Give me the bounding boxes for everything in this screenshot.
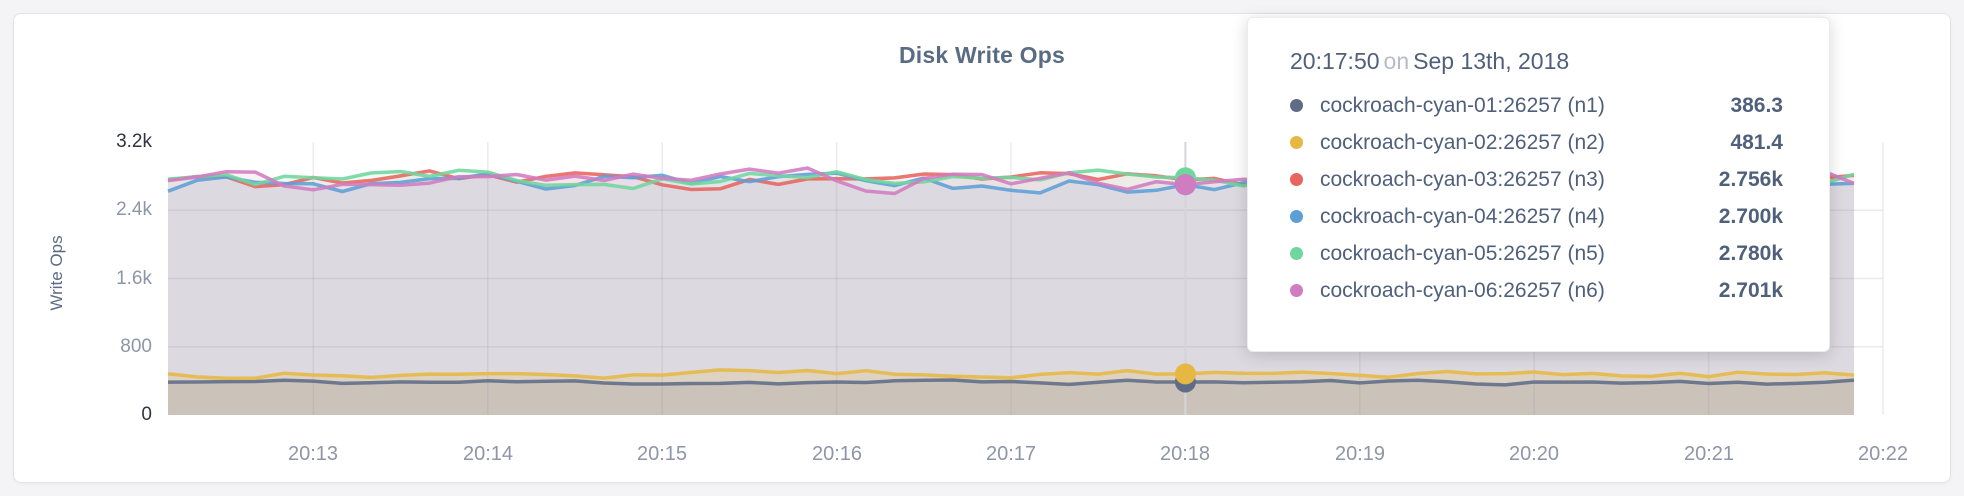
tooltip-row: cockroach-cyan-05:26257 (n5) 2.780k: [1290, 235, 1783, 272]
x-tick-label: 20:18: [1159, 443, 1211, 465]
tooltip-rows: cockroach-cyan-01:26257 (n1) 386.3 cockroa…: [1290, 87, 1783, 309]
series-color-dot-icon: [1290, 173, 1303, 186]
tooltip-row: cockroach-cyan-03:26257 (n3) 2.756k: [1290, 161, 1783, 198]
tooltip-series-value: 386.3: [1730, 93, 1783, 117]
series-area-n1: [168, 380, 1854, 415]
tooltip-row: cockroach-cyan-06:26257 (n6) 2.701k: [1290, 272, 1783, 309]
y-tick-label: 2.4k: [116, 199, 152, 220]
tooltip-time: 20:17:50: [1290, 48, 1380, 74]
series-color-dot-icon: [1290, 247, 1303, 260]
chart-title: Disk Write Ops: [899, 42, 1065, 68]
x-tick-label: 20:21: [1683, 443, 1735, 465]
tooltip-connector: on: [1383, 48, 1410, 74]
x-tick-label: 20:22: [1857, 443, 1909, 465]
series-line-n1: [167, 378, 1855, 387]
tooltip-series-value: 2.756k: [1718, 167, 1783, 191]
x-tick-label: 20:17: [985, 443, 1037, 465]
series-line-n2: [167, 368, 1855, 381]
tooltip-series-value: 481.4: [1730, 130, 1783, 154]
tooltip-row: cockroach-cyan-02:26257 (n2) 481.4: [1290, 124, 1783, 161]
y-tick-label: 0: [141, 404, 152, 425]
tooltip-row: cockroach-cyan-04:26257 (n4) 2.700k: [1290, 198, 1783, 235]
tooltip-series-name: cockroach-cyan-02:26257 (n2): [1320, 130, 1605, 154]
series-color-dot-icon: [1290, 99, 1303, 112]
x-tick-label: 20:20: [1508, 443, 1560, 465]
tooltip-series-name: cockroach-cyan-05:26257 (n5): [1320, 241, 1605, 265]
hover-dot-n2: [1174, 363, 1196, 385]
tooltip-series-value: 2.701k: [1718, 278, 1783, 302]
tooltip-series-value: 2.780k: [1718, 241, 1783, 265]
x-tick-label: 20:19: [1334, 443, 1386, 465]
y-tick-label: 3.2k: [116, 131, 152, 152]
tooltip-series-name: cockroach-cyan-04:26257 (n4): [1320, 204, 1605, 228]
x-tick-label: 20:15: [636, 443, 688, 465]
tooltip-row: cockroach-cyan-01:26257 (n1) 386.3: [1290, 87, 1783, 124]
tooltip-date: Sep 13th, 2018: [1413, 48, 1570, 74]
tooltip-series-value: 2.700k: [1718, 204, 1783, 228]
tooltip-series-name: cockroach-cyan-06:26257 (n6): [1320, 278, 1605, 302]
y-tick-label: 1.6k: [116, 268, 152, 289]
series-color-dot-icon: [1290, 210, 1303, 223]
hover-dot-n6: [1174, 174, 1196, 196]
y-tick-label: 800: [120, 336, 152, 357]
tooltip-series-name: cockroach-cyan-01:26257 (n1): [1320, 93, 1605, 117]
tooltip-series-name: cockroach-cyan-03:26257 (n3): [1320, 167, 1605, 191]
x-tick-label: 20:13: [287, 443, 339, 465]
hover-tooltip: 20:17:50 on Sep 13th, 2018 cockroach-cyan-…: [1247, 17, 1830, 352]
tooltip-header: 20:17:50 on Sep 13th, 2018: [1290, 48, 1783, 75]
series-color-dot-icon: [1290, 284, 1303, 297]
x-tick-label: 20:16: [811, 443, 863, 465]
series-color-dot-icon: [1290, 136, 1303, 149]
x-tick-label: 20:14: [462, 443, 514, 465]
